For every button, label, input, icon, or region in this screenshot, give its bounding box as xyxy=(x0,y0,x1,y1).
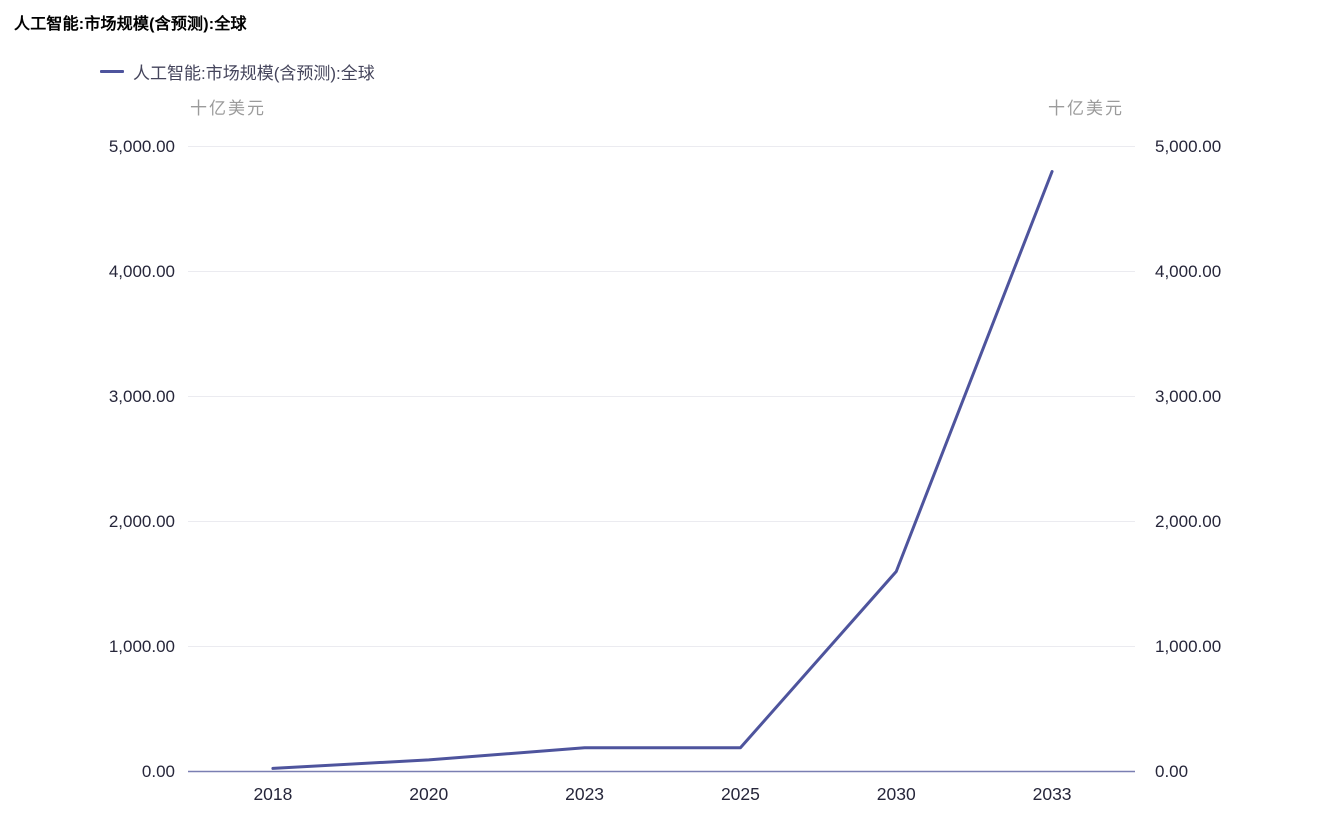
y-tick-label-right: 1,000.00 xyxy=(1155,637,1221,656)
page-title: 人工智能:市场规模(含预测):全球 xyxy=(14,16,247,33)
y-tick-label-right: 4,000.00 xyxy=(1155,262,1221,281)
y-tick-label-left: 5,000.00 xyxy=(109,137,175,156)
legend-line-marker xyxy=(100,69,124,73)
y-tick-label-left: 1,000.00 xyxy=(109,637,175,656)
y-tick-label-right: 2,000.00 xyxy=(1155,512,1221,531)
x-tick-label: 2020 xyxy=(409,784,448,804)
y-tick-label-left: 0.00 xyxy=(142,762,175,781)
y-tick-label-left: 2,000.00 xyxy=(109,512,175,531)
y-tick-label-right: 0.00 xyxy=(1155,762,1188,781)
y-tick-label-right: 5,000.00 xyxy=(1155,137,1221,156)
y-axis-unit-left: 十亿美元 xyxy=(190,99,266,118)
y-tick-label-right: 3,000.00 xyxy=(1155,387,1221,406)
legend-label: 人工智能:市场规模(含预测):全球 xyxy=(133,63,375,83)
legend-item[interactable]: 人工智能:市场规模(含预测):全球 xyxy=(100,60,375,83)
y-axis-unit-right: 十亿美元 xyxy=(1048,99,1124,118)
x-tick-label: 2018 xyxy=(253,784,292,804)
series-line xyxy=(271,170,1054,770)
x-tick-label: 2033 xyxy=(1033,784,1072,804)
x-tick-label: 2023 xyxy=(565,784,604,804)
x-tick-label: 2025 xyxy=(721,784,760,804)
y-tick-label-left: 3,000.00 xyxy=(109,387,175,406)
x-tick-label: 2030 xyxy=(877,784,916,804)
y-tick-label-left: 4,000.00 xyxy=(109,262,175,281)
